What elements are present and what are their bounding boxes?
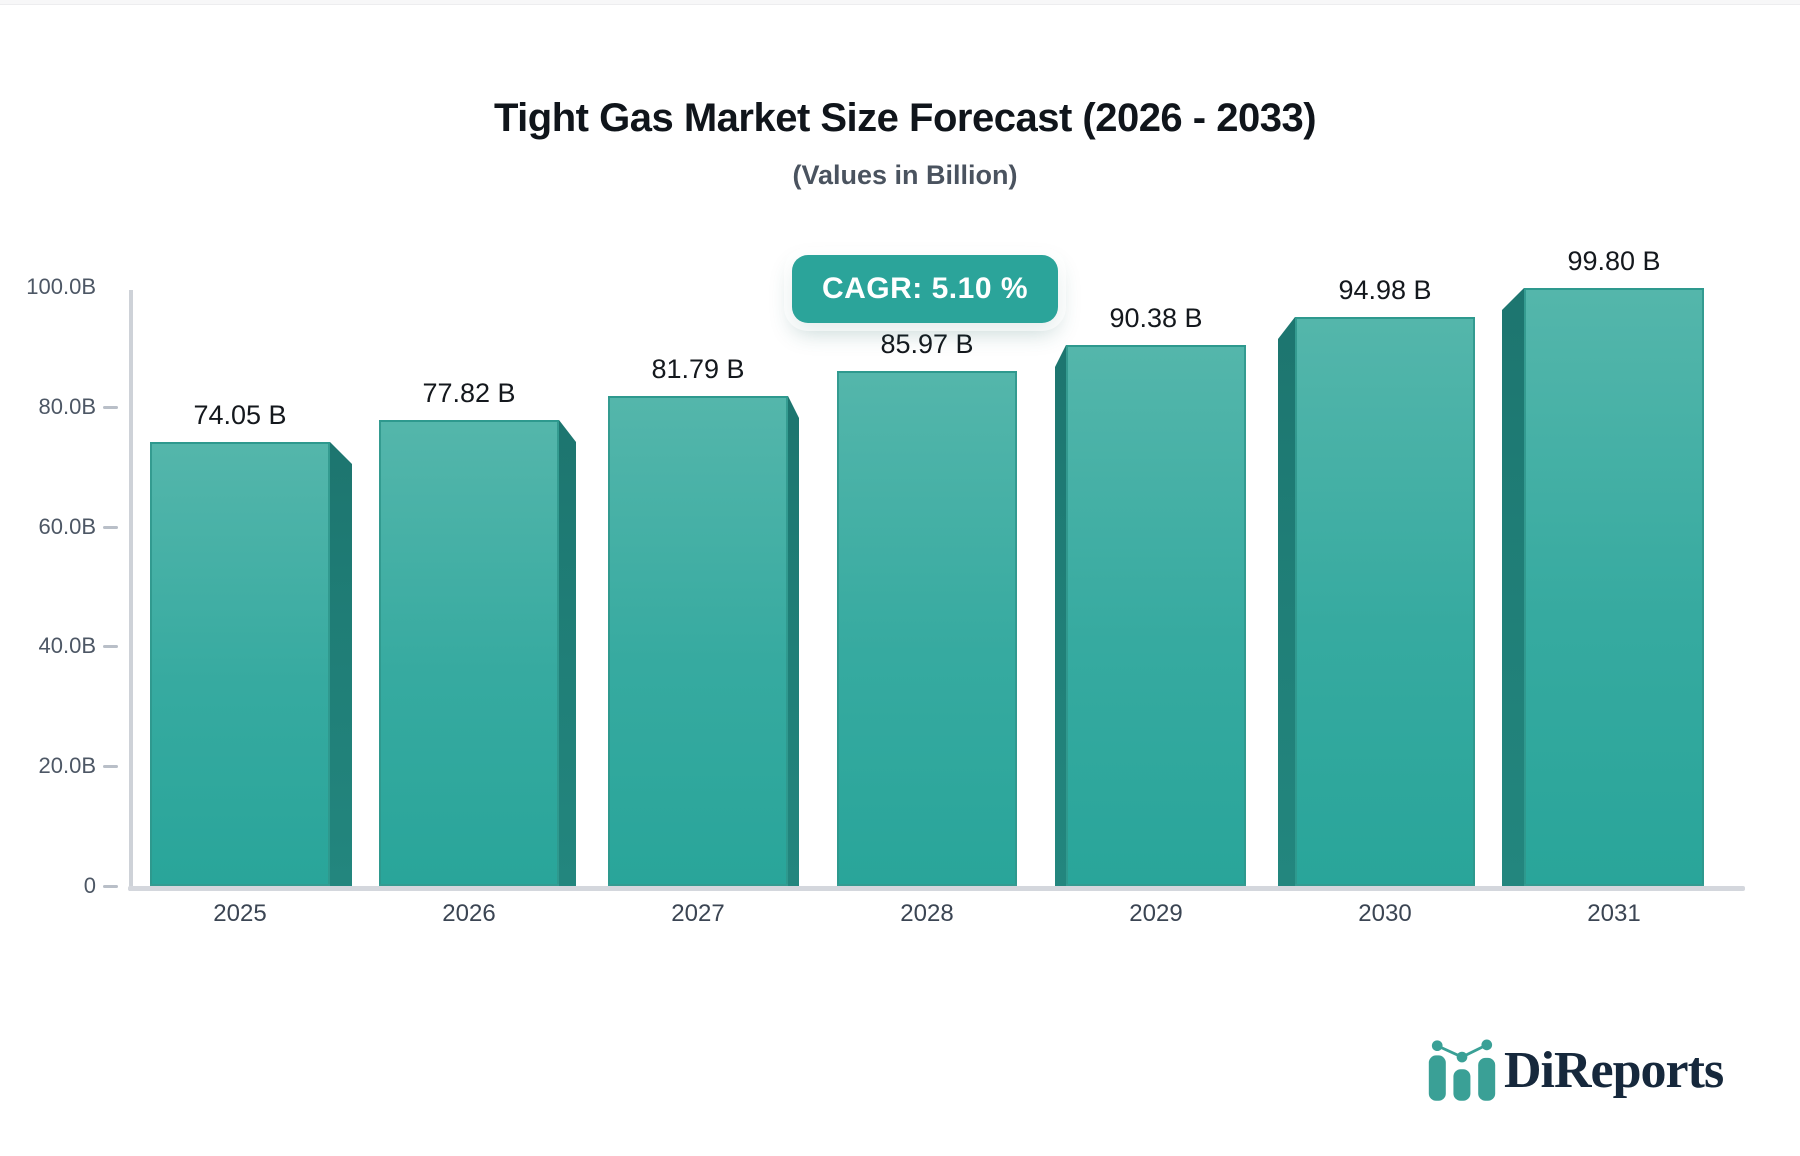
brand-name: DiReports — [1504, 1041, 1724, 1099]
y-axis-tick-label: 100.0B — [26, 274, 96, 299]
x-axis-label-2029: 2029 — [1129, 900, 1183, 927]
x-axis-label-2025: 2025 — [213, 900, 267, 927]
bar-3d-side — [1278, 317, 1295, 886]
bar-3d-side — [788, 396, 799, 886]
bar-value-label: 99.80 B — [1567, 246, 1661, 276]
bar-value-label: 85.97 B — [880, 329, 974, 359]
bar-value-label: 77.82 B — [422, 378, 516, 408]
y-axis-tick-mark — [103, 645, 118, 649]
bar-2031[interactable] — [1524, 288, 1704, 886]
cagr-badge: CAGR: 5.10 % — [792, 255, 1058, 323]
bar-3d-side — [330, 442, 352, 886]
bar-2028[interactable] — [837, 371, 1017, 886]
y-axis-tick-label: 20.0B — [38, 753, 97, 779]
y-axis-tick-label: 80.0B — [38, 393, 97, 419]
y-axis-tick-mark — [103, 885, 118, 888]
bar-value-label: 90.38 B — [1109, 303, 1203, 333]
chart-subtitle: (Values in Billion) — [792, 160, 1018, 190]
bar-value-label: 81.79 B — [651, 354, 745, 384]
bar-chart-logo-icon — [1428, 1039, 1496, 1101]
y-axis-tick-mark — [103, 525, 118, 529]
x-axis-label-2027: 2027 — [671, 900, 725, 927]
bar-2026[interactable] — [379, 420, 559, 886]
x-axis-label-2030: 2030 — [1358, 900, 1412, 927]
x-axis-label-2031: 2031 — [1587, 900, 1641, 927]
brand-logo: DiReports — [1428, 1034, 1724, 1106]
x-axis-label-2026: 2026 — [442, 900, 496, 927]
y-axis-tick-label: 40.0B — [38, 633, 97, 659]
y-axis-line — [129, 290, 133, 891]
bar-3d-side — [1502, 288, 1524, 886]
card-top-edge — [0, 0, 1800, 5]
y-axis-tick-mark — [103, 405, 118, 409]
chart-title: Tight Gas Market Size Forecast (2026 - 2… — [493, 96, 1317, 140]
y-axis-tick-label: 60.0B — [38, 513, 97, 539]
x-axis-line — [128, 886, 1745, 891]
y-axis-tick-mark — [103, 765, 118, 769]
bar-value-label: 74.05 B — [193, 400, 287, 430]
x-axis-label-2028: 2028 — [900, 900, 954, 927]
y-axis-tick-label: 0 — [83, 873, 96, 898]
bar-value-label: 94.98 B — [1338, 275, 1432, 305]
bar-2025[interactable] — [150, 442, 330, 886]
bar-2027[interactable] — [608, 396, 788, 886]
bar-2030[interactable] — [1295, 317, 1475, 886]
bar-2029[interactable] — [1066, 345, 1246, 886]
bar-3d-side — [559, 420, 576, 886]
bar-3d-side — [1055, 345, 1066, 886]
